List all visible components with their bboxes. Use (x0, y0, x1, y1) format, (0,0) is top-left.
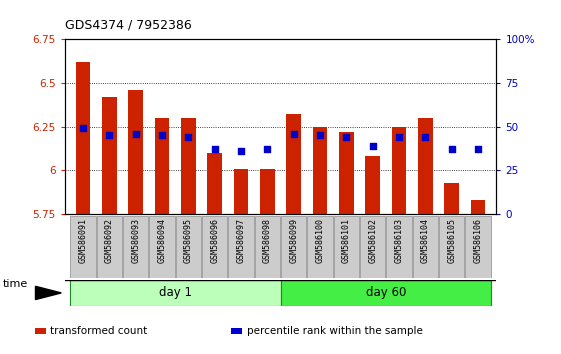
Text: GSM586102: GSM586102 (368, 218, 377, 263)
Bar (255, 216, 280, 278)
Bar (208, 153, 222, 214)
Point (131, 131, 140, 136)
Point (158, 132, 167, 138)
Bar (439, 216, 465, 278)
Bar (281, 216, 306, 278)
Bar (339, 132, 353, 214)
Point (368, 143, 377, 149)
Point (342, 134, 351, 140)
Bar (70, 216, 95, 278)
Point (79, 125, 88, 131)
Point (394, 134, 403, 140)
Bar (418, 118, 433, 214)
Bar (228, 216, 254, 278)
Bar (181, 118, 196, 214)
Text: GSM586095: GSM586095 (184, 218, 193, 263)
Text: time: time (3, 279, 28, 289)
Bar (96, 216, 122, 278)
Bar (466, 216, 491, 278)
Text: GSM586097: GSM586097 (237, 218, 246, 263)
Text: GSM586105: GSM586105 (447, 218, 456, 263)
Bar (234, 169, 248, 214)
Point (237, 148, 246, 154)
Bar (387, 216, 412, 278)
Text: GSM586092: GSM586092 (105, 218, 114, 263)
Bar (260, 169, 274, 214)
Text: GSM586100: GSM586100 (315, 218, 324, 263)
Bar (128, 90, 143, 214)
Bar (70, 280, 280, 306)
Text: GSM586093: GSM586093 (131, 218, 140, 263)
Bar (287, 114, 301, 214)
Text: GSM586094: GSM586094 (158, 218, 167, 263)
Point (473, 147, 482, 152)
Text: GSM586103: GSM586103 (394, 218, 403, 263)
Text: percentile rank within the sample: percentile rank within the sample (247, 326, 423, 336)
Text: transformed count: transformed count (50, 326, 148, 336)
Bar (360, 216, 385, 278)
Point (105, 132, 114, 138)
Bar (365, 156, 380, 214)
Text: GDS4374 / 7952386: GDS4374 / 7952386 (65, 19, 191, 32)
Point (421, 134, 430, 140)
Text: day 60: day 60 (366, 286, 406, 299)
Bar (392, 126, 406, 214)
Bar (202, 216, 227, 278)
Bar (123, 216, 148, 278)
Text: GSM586099: GSM586099 (289, 218, 298, 263)
Bar (313, 126, 327, 214)
Bar (102, 97, 117, 214)
Bar (444, 183, 459, 214)
Point (210, 147, 219, 152)
Point (447, 147, 456, 152)
Polygon shape (35, 286, 61, 299)
Text: GSM586091: GSM586091 (79, 218, 88, 263)
Bar (155, 118, 169, 214)
Text: day 1: day 1 (159, 286, 192, 299)
Bar (334, 216, 359, 278)
Point (263, 147, 272, 152)
Point (184, 134, 193, 140)
Text: GSM586098: GSM586098 (263, 218, 272, 263)
Bar (149, 216, 174, 278)
Bar (76, 62, 90, 214)
Text: GSM586104: GSM586104 (421, 218, 430, 263)
Text: GSM586096: GSM586096 (210, 218, 219, 263)
Bar (307, 216, 333, 278)
Bar (176, 216, 201, 278)
Text: GSM586101: GSM586101 (342, 218, 351, 263)
Text: GSM586106: GSM586106 (473, 218, 482, 263)
Bar (413, 216, 438, 278)
Bar (280, 280, 491, 306)
Point (315, 132, 324, 138)
Point (289, 131, 298, 136)
Bar (471, 200, 485, 214)
